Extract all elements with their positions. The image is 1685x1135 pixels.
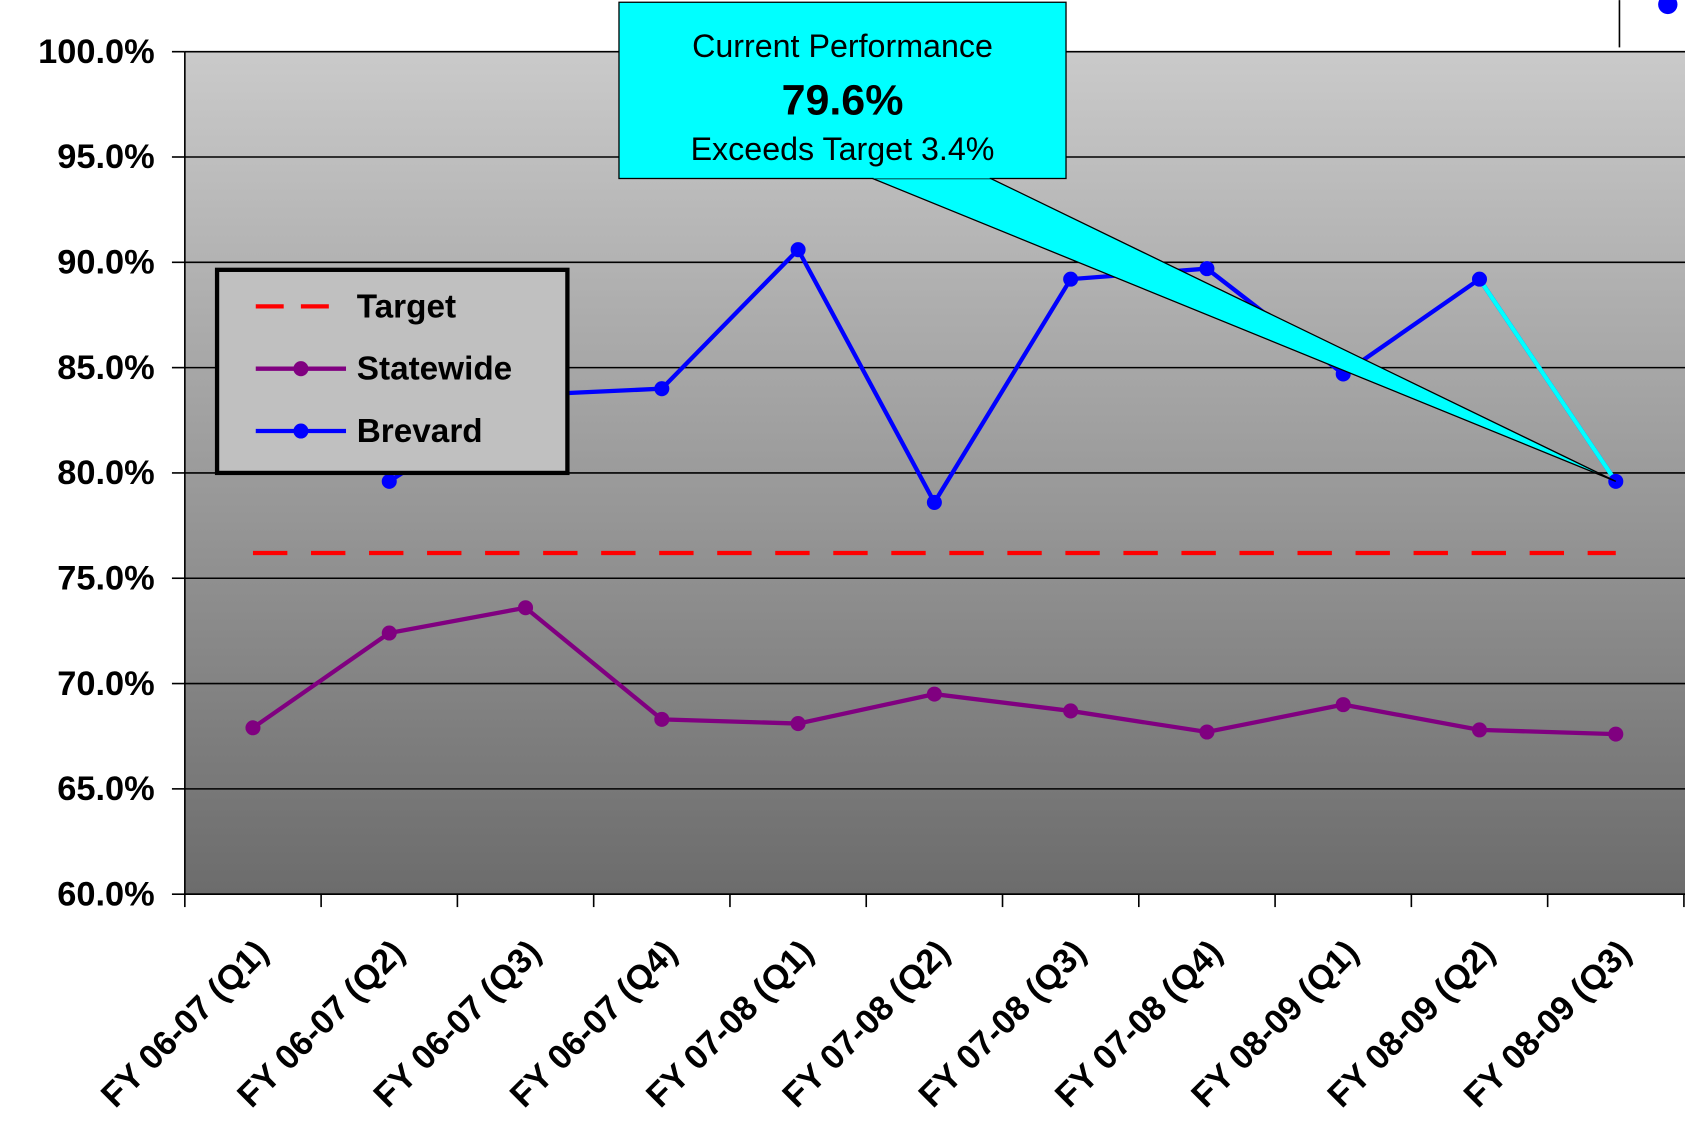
legend-label: Target: [357, 288, 456, 325]
y-tick-label: 75.0%: [57, 559, 154, 597]
point: [654, 381, 670, 397]
partial-marker: [1658, 0, 1678, 15]
point: [790, 716, 806, 732]
point: [1063, 703, 1079, 719]
legend: Target Statewide Brevard: [214, 267, 570, 476]
y-tick-label: 95.0%: [57, 138, 154, 176]
point: [1471, 722, 1488, 738]
callout-text: Exceeds Target 3.4%: [691, 131, 995, 167]
point: [926, 494, 942, 510]
point: [245, 720, 261, 736]
point: [926, 686, 942, 702]
highlight-segment: [1477, 277, 1618, 483]
y-tick-label: 65.0%: [57, 770, 154, 808]
legend-label: Statewide: [357, 351, 512, 388]
callout-text: 79.6%: [782, 77, 904, 125]
point: [1471, 271, 1488, 287]
point: [1199, 724, 1215, 740]
y-tick-label: 90.0%: [57, 244, 154, 282]
series-line: [388, 246, 1618, 507]
point: [1335, 697, 1351, 713]
callout-box: [618, 1, 1067, 180]
y-tick-label: 70.0%: [57, 665, 154, 703]
legend-box: [214, 267, 570, 476]
point: [518, 600, 534, 616]
y-tick-label: 100.0%: [38, 33, 155, 71]
y-tick-label: 60.0%: [57, 875, 154, 913]
point: [381, 473, 397, 489]
callout-text: Current Performance: [692, 28, 993, 64]
legend-marker: [293, 423, 309, 439]
legend-marker: [293, 361, 309, 377]
point: [1199, 261, 1215, 277]
y-tick-label: 80.0%: [57, 454, 154, 492]
point: [1608, 726, 1624, 742]
y-tick-label: 85.0%: [57, 349, 154, 387]
point: [654, 711, 670, 727]
callout-cover: [873, 172, 990, 179]
point: [1063, 271, 1079, 287]
point: [381, 625, 397, 641]
annotation: Current Performance 79.6% Exceeds Target 3…: [618, 1, 1617, 482]
point: [790, 242, 806, 258]
legend-label: Brevard: [357, 413, 483, 450]
